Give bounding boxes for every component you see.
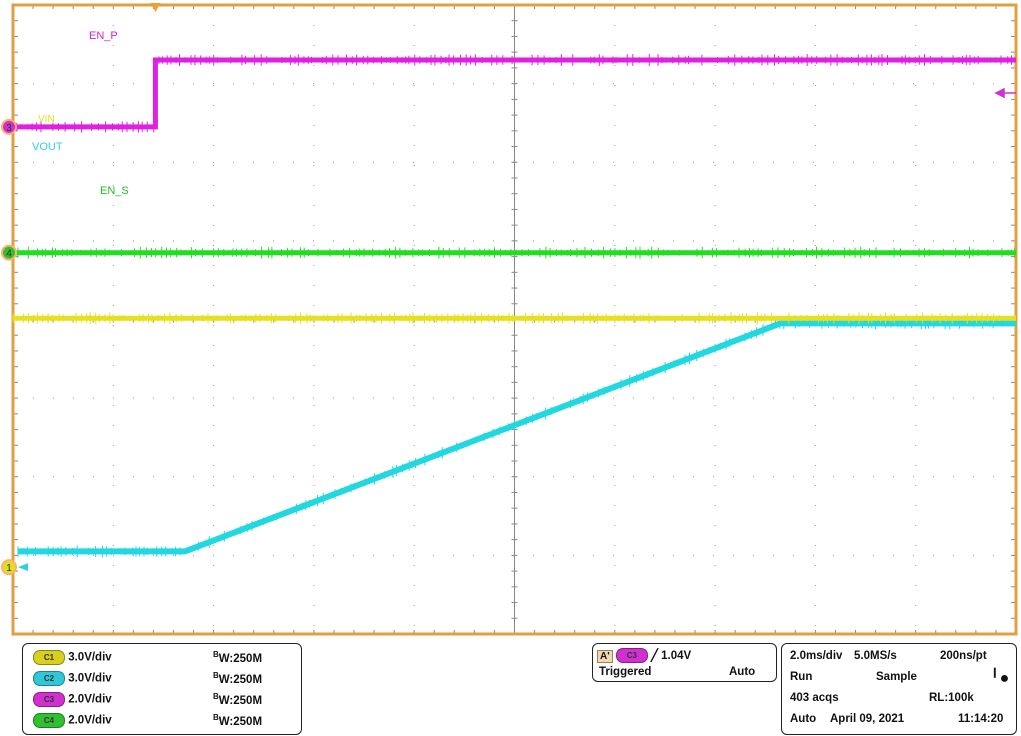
trigger-source-pill[interactable]: C3 — [616, 648, 648, 663]
trigger-position-marker — [150, 3, 160, 12]
thermometer-icon: ╵● — [990, 668, 1009, 688]
trigger-level: 1.04V — [661, 650, 691, 662]
channel-bandwidth: BW:250M — [213, 692, 262, 707]
trigger-mode: Auto — [729, 666, 755, 678]
channel-scale: 3.0V/div — [68, 652, 111, 664]
ch2-ground-marker — [18, 563, 28, 571]
acq-count: 403 acqs — [790, 692, 839, 704]
label-en-p: EN_P — [89, 30, 118, 42]
timebase: 2.0ms/div — [790, 650, 842, 662]
channel-scale: 2.0V/div — [68, 694, 111, 706]
channel-pill-c4[interactable]: C4 — [33, 713, 65, 728]
rising-edge-icon: ╱ — [651, 650, 658, 662]
oscilloscope-graticule: 3 4 1 — [0, 0, 1021, 640]
trigger-label: A' — [597, 650, 613, 663]
ch3-ground-marker-label: 3 — [6, 123, 12, 134]
channel-scale: 3.0V/div — [68, 673, 111, 685]
trace-vout — [18, 323, 1016, 551]
label-vout: VOUT — [32, 141, 63, 153]
channel-pill-c3[interactable]: C3 — [33, 692, 65, 707]
channel-bandwidth: BW:250M — [213, 671, 262, 686]
trace-noise — [18, 318, 1012, 558]
trigger-level-arrow — [996, 89, 1016, 97]
date: April 09, 2021 — [830, 713, 904, 725]
channel-scale: 2.0V/div — [68, 715, 111, 727]
resolution: 200ns/pt — [940, 650, 987, 662]
acquisition-panel: 2.0ms/div 5.0MS/s 200ns/pt Run Sample ╵●… — [781, 643, 1017, 735]
label-vin: VIN — [38, 114, 55, 125]
channel-bandwidth: BW:250M — [213, 650, 262, 665]
ch1-ground-marker-label: 1 — [6, 563, 12, 574]
trigger-panel: A' C3 ╱ 1.04V Triggered Auto — [592, 643, 777, 682]
ch4-ground-marker-label: 4 — [6, 249, 12, 260]
sample-rate: 5.0MS/s — [854, 650, 897, 662]
acq-mode: Sample — [876, 671, 917, 683]
record-length: RL:100k — [929, 692, 974, 704]
channel-pill-c1[interactable]: C1 — [33, 650, 65, 665]
label-en-s: EN_S — [100, 185, 129, 197]
channel-bandwidth: BW:250M — [213, 713, 262, 728]
channel-settings-panel: C1 3.0V/div BW:250M C2 3.0V/div BW:250M … — [22, 643, 302, 735]
trigger-state: Triggered — [599, 666, 651, 678]
time: 11:14:20 — [958, 713, 1003, 725]
channel-pill-c2[interactable]: C2 — [33, 671, 65, 686]
run-state: Run — [790, 671, 812, 683]
acq-trigger-mode: Auto — [790, 713, 816, 725]
trace-noise — [13, 54, 1015, 133]
